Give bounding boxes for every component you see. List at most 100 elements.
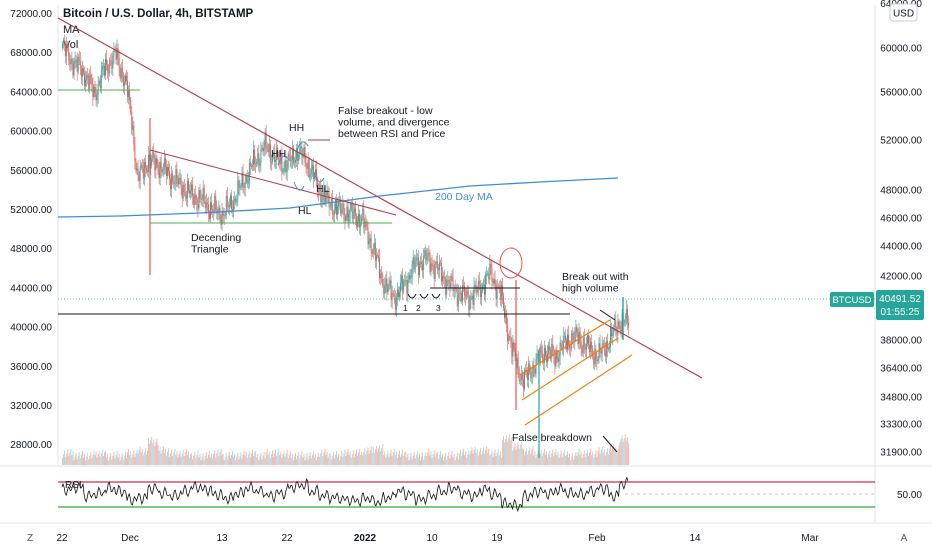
currency-badge-label: USD: [893, 9, 914, 20]
volume-bar: [367, 447, 369, 465]
candle-body: [365, 221, 367, 223]
volume-bar: [152, 443, 154, 465]
volume-bar: [503, 436, 504, 465]
last-price-tag: [876, 290, 924, 320]
candle-body: [608, 348, 609, 350]
candle-body: [265, 132, 267, 146]
candle-body: [478, 280, 480, 285]
volume-bar: [477, 455, 479, 465]
volume-bar: [199, 453, 201, 465]
candle-body: [209, 213, 210, 219]
volume-bar: [381, 447, 383, 465]
hl-curve: [293, 181, 305, 191]
indicator-ma-label[interactable]: MA: [63, 24, 80, 36]
candle-body: [176, 169, 178, 179]
volume-bar: [244, 455, 246, 465]
candle-body: [367, 227, 369, 245]
candle-body: [239, 187, 241, 188]
candle-body: [244, 181, 246, 189]
candle-body: [350, 202, 352, 209]
candle-body: [421, 261, 422, 265]
volume-bar: [370, 446, 372, 465]
volume-bar: [285, 453, 287, 465]
volume-bar: [184, 452, 186, 465]
candle-body: [318, 190, 320, 193]
candle-body: [611, 327, 613, 337]
annotation-text: 2: [416, 303, 421, 313]
left-price-axis[interactable]: 72000.00 68000.00 64000.00 60000.00 56000.00…: [10, 9, 52, 451]
candle-body: [510, 336, 512, 342]
candle-body: [590, 342, 592, 353]
currency-badge[interactable]: [889, 3, 918, 22]
candle-body: [435, 261, 437, 264]
candle-body: [324, 187, 326, 203]
candle-body: [618, 321, 620, 327]
candle-body: [92, 84, 94, 98]
volume-bar: [312, 451, 314, 465]
annotation-text: HH: [271, 148, 286, 160]
time-axis[interactable]: 22 Dec 13 22 2022 10 19 Feb 14 Mar: [56, 533, 819, 544]
breakout-circle: [499, 247, 523, 279]
volume-bar: [83, 457, 84, 465]
volume-bar: [163, 452, 165, 465]
candle-body: [479, 284, 481, 298]
volume-bar: [69, 452, 71, 465]
volume-bar: [227, 455, 229, 465]
candle-body: [422, 264, 424, 271]
candle-body: [536, 354, 538, 359]
volume-bar: [126, 458, 127, 465]
volume-bar: [622, 441, 624, 465]
volume-bar: [96, 457, 98, 465]
candle-body: [333, 210, 335, 215]
candle-body: [516, 357, 518, 368]
volume-bar: [155, 442, 157, 465]
candle-body: [314, 175, 315, 179]
candle-body: [332, 213, 334, 215]
volume-bar: [102, 456, 104, 465]
auto-scale-toggle[interactable]: A: [901, 533, 908, 544]
volume-bar: [237, 453, 239, 465]
candle-body: [274, 152, 275, 162]
candle-body: [294, 162, 295, 164]
log-scale-toggle[interactable]: Z: [27, 533, 33, 544]
candle-body: [203, 187, 205, 202]
bottom-marker: [419, 293, 429, 299]
candle-body: [144, 162, 146, 169]
candle-body: [605, 340, 607, 357]
volume-bar: [301, 451, 303, 465]
candle-body: [298, 155, 300, 162]
candle-body: [566, 340, 567, 350]
candle-body: [406, 280, 408, 294]
volume-bar: [80, 454, 82, 465]
candle-body: [246, 175, 248, 184]
candle-body: [604, 351, 606, 357]
volume-bar: [354, 453, 356, 465]
volume-bar: [262, 455, 264, 465]
candle-body: [449, 283, 451, 289]
candle-body: [185, 195, 187, 199]
volume-bar: [87, 453, 89, 465]
volume-bar: [254, 452, 256, 465]
candle-body: [311, 165, 313, 170]
volume-bar: [291, 453, 293, 465]
candle-body: [364, 221, 366, 228]
candle-body: [552, 344, 554, 351]
volume-bar: [159, 447, 161, 465]
volume-bar: [541, 456, 543, 465]
time-axis-tick-label: 22: [56, 533, 68, 544]
volume-bar: [136, 449, 138, 465]
volume-bar: [553, 456, 555, 465]
candle-body: [473, 285, 475, 305]
annotation-line: Break out with: [562, 271, 629, 283]
symbol-tag-label: BTCUSD: [832, 295, 871, 306]
volume-bar: [117, 457, 119, 465]
candle-body: [343, 203, 345, 216]
volume-bar: [77, 455, 79, 465]
candle-body: [258, 153, 260, 166]
candle-body: [598, 343, 600, 360]
volume-bar: [74, 456, 76, 465]
candle-body: [511, 341, 513, 357]
volume-bar: [276, 456, 278, 465]
candle-body: [338, 200, 340, 207]
